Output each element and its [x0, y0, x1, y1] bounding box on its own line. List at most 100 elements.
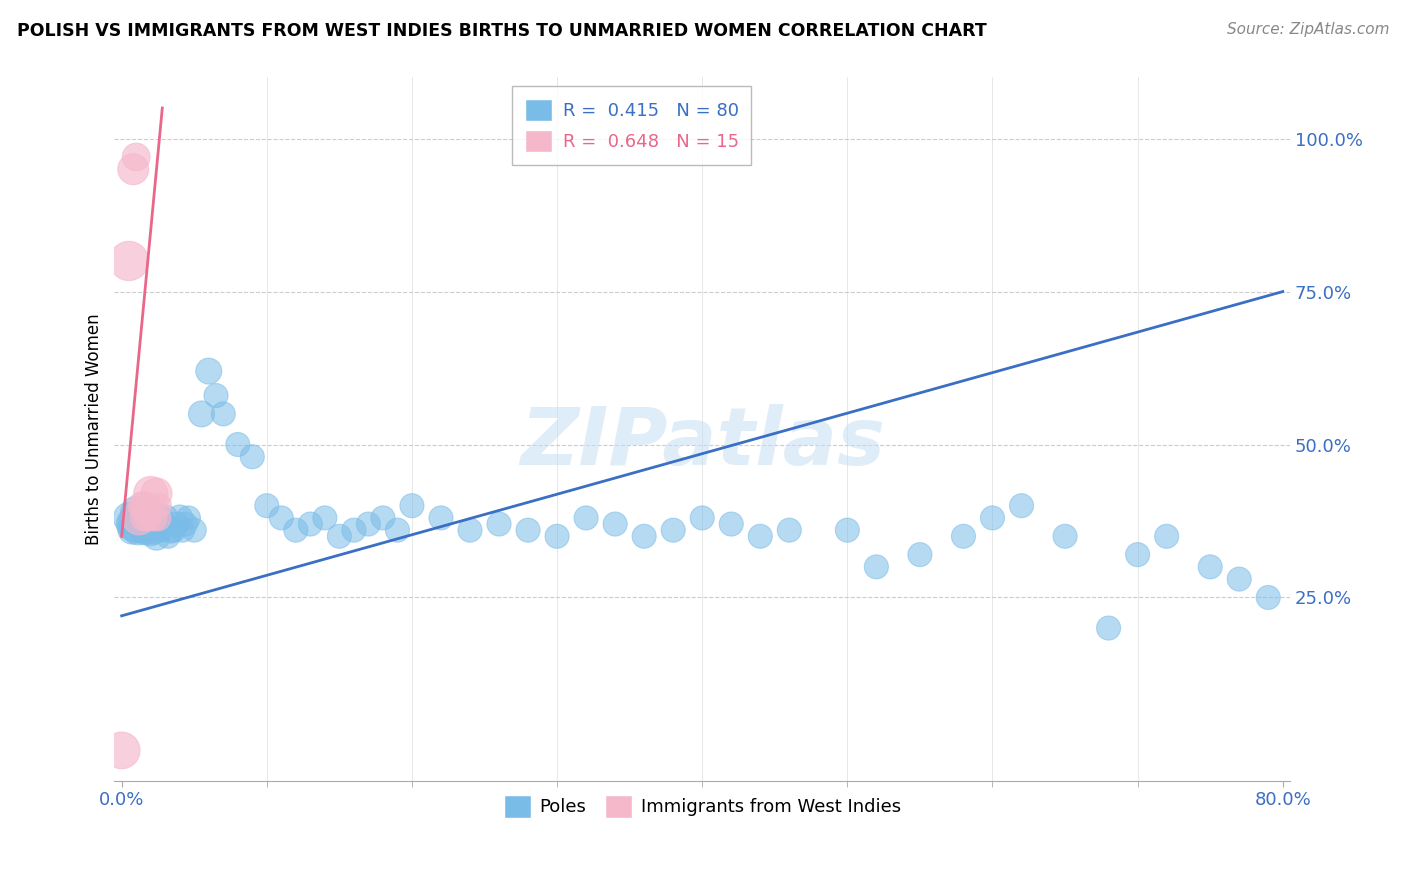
Point — [1227, 572, 1250, 586]
Point — [172, 523, 194, 537]
Point — [132, 511, 155, 525]
Point — [1054, 529, 1077, 543]
Point — [865, 560, 887, 574]
Point — [212, 407, 235, 421]
Point — [142, 511, 165, 525]
Point — [190, 407, 212, 421]
Point — [146, 516, 169, 531]
Point — [1011, 499, 1033, 513]
Point — [111, 743, 134, 757]
Point — [357, 516, 380, 531]
Point — [128, 511, 150, 525]
Point — [183, 523, 205, 537]
Point — [142, 511, 165, 525]
Point — [155, 511, 177, 525]
Point — [284, 523, 307, 537]
Legend: Poles, Immigrants from West Indies: Poles, Immigrants from West Indies — [496, 789, 908, 825]
Point — [662, 523, 685, 537]
Point — [633, 529, 655, 543]
Point — [1126, 548, 1149, 562]
Point — [128, 511, 150, 525]
Point — [138, 499, 160, 513]
Point — [143, 516, 166, 531]
Point — [135, 516, 157, 531]
Point — [127, 523, 149, 537]
Point — [139, 511, 162, 525]
Point — [299, 516, 322, 531]
Point — [139, 523, 162, 537]
Point — [488, 516, 510, 531]
Point — [197, 364, 219, 378]
Point — [517, 523, 540, 537]
Point — [121, 523, 143, 537]
Point — [314, 511, 336, 525]
Point — [160, 523, 183, 537]
Point — [122, 516, 145, 531]
Point — [981, 511, 1004, 525]
Point — [205, 388, 228, 402]
Point — [146, 511, 169, 525]
Point — [141, 516, 163, 531]
Point — [908, 548, 931, 562]
Point — [371, 511, 394, 525]
Point — [328, 529, 350, 543]
Point — [1097, 621, 1119, 635]
Point — [458, 523, 481, 537]
Point — [430, 511, 453, 525]
Point — [132, 511, 155, 525]
Text: Source: ZipAtlas.com: Source: ZipAtlas.com — [1226, 22, 1389, 37]
Point — [1257, 591, 1279, 605]
Point — [1199, 560, 1222, 574]
Point — [131, 523, 153, 537]
Point — [125, 150, 148, 164]
Point — [149, 523, 172, 537]
Point — [952, 529, 974, 543]
Point — [169, 511, 191, 525]
Point — [145, 486, 167, 500]
Point — [174, 516, 197, 531]
Point — [837, 523, 859, 537]
Point — [139, 486, 162, 500]
Point — [134, 523, 156, 537]
Point — [136, 511, 159, 525]
Point — [132, 516, 155, 531]
Point — [157, 529, 180, 543]
Point — [145, 529, 167, 543]
Text: POLISH VS IMMIGRANTS FROM WEST INDIES BIRTHS TO UNMARRIED WOMEN CORRELATION CHAR: POLISH VS IMMIGRANTS FROM WEST INDIES BI… — [17, 22, 987, 40]
Point — [605, 516, 627, 531]
Point — [131, 499, 153, 513]
Point — [387, 523, 409, 537]
Point — [148, 499, 170, 513]
Y-axis label: Births to Unmarried Women: Births to Unmarried Women — [86, 313, 103, 545]
Text: ZIPatlas: ZIPatlas — [520, 404, 884, 483]
Point — [134, 499, 156, 513]
Point — [148, 511, 170, 525]
Point — [177, 511, 200, 525]
Point — [270, 511, 292, 525]
Point — [122, 162, 145, 177]
Point — [166, 516, 188, 531]
Point — [125, 505, 148, 519]
Point — [118, 511, 141, 525]
Point — [575, 511, 598, 525]
Point — [136, 511, 159, 525]
Point — [163, 523, 186, 537]
Point — [546, 529, 568, 543]
Point — [749, 529, 772, 543]
Point — [226, 437, 249, 451]
Point — [778, 523, 800, 537]
Point — [401, 499, 423, 513]
Point — [142, 523, 165, 537]
Point — [720, 516, 742, 531]
Point — [125, 516, 148, 531]
Point — [118, 254, 141, 268]
Point — [138, 516, 160, 531]
Point — [343, 523, 366, 537]
Point — [124, 511, 146, 525]
Point — [1156, 529, 1178, 543]
Point — [240, 450, 263, 464]
Point — [256, 499, 278, 513]
Point — [129, 516, 152, 531]
Point — [690, 511, 713, 525]
Point — [150, 516, 173, 531]
